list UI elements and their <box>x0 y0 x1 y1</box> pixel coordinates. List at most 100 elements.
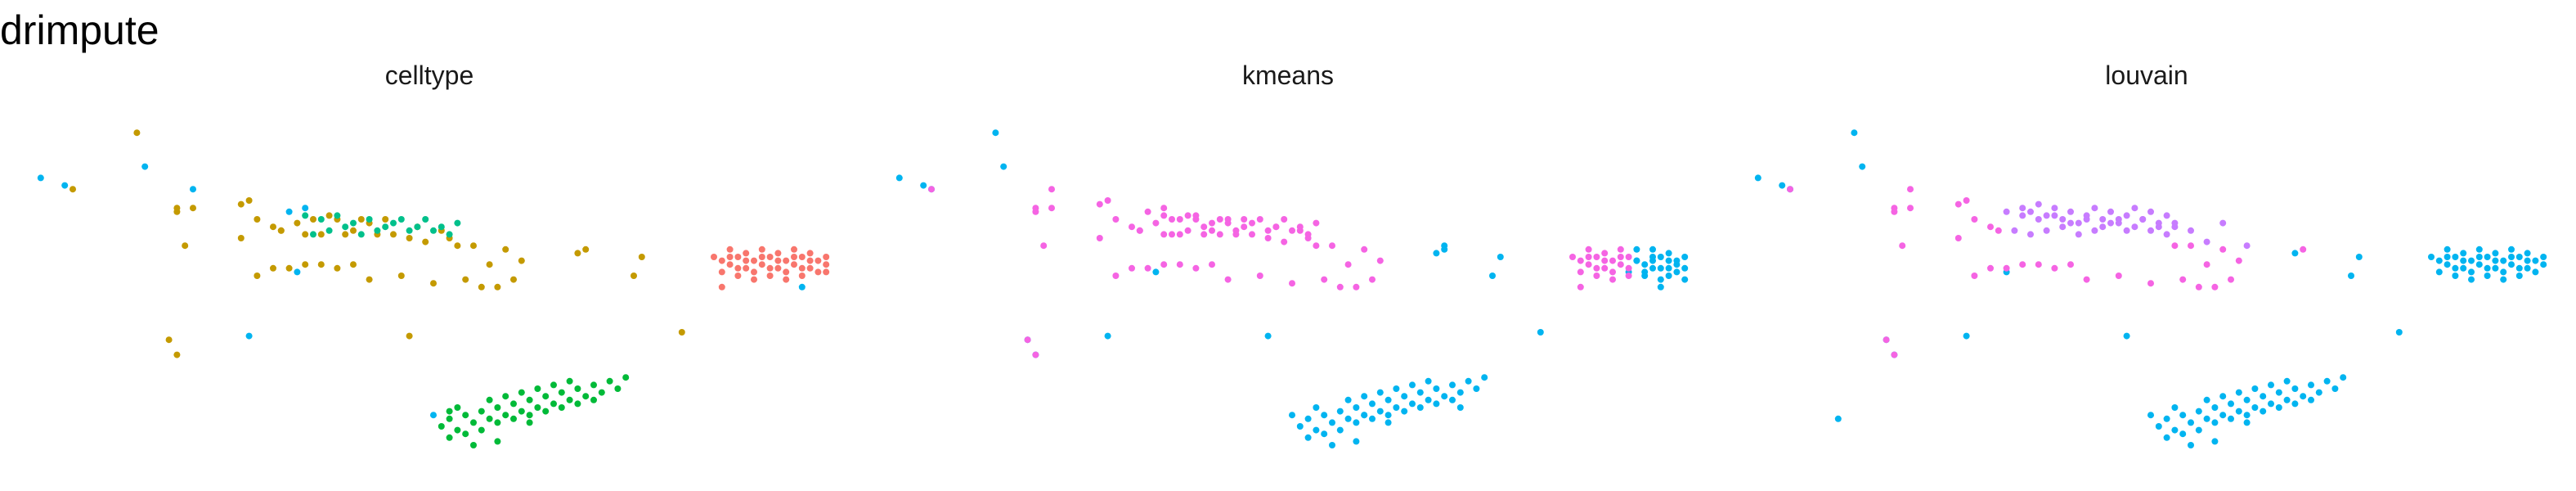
scatter-point <box>510 400 517 408</box>
scatter-point <box>470 419 477 426</box>
scatter-point <box>2235 257 2242 264</box>
scatter-point <box>1681 276 1689 283</box>
scatter-point <box>1834 415 1842 422</box>
scatter-point <box>2067 261 2074 268</box>
scatter-point <box>1216 216 1223 223</box>
scatter-point <box>1441 393 1448 400</box>
scatter-point <box>1112 273 1120 279</box>
scatter-point <box>550 400 557 408</box>
scatter-point <box>1401 393 1408 400</box>
scatter-point <box>1754 174 1761 182</box>
scatter-point <box>2508 254 2515 260</box>
scatter-point <box>1851 129 1858 137</box>
scatter-point <box>1473 385 1480 392</box>
scatter-point <box>2163 212 2170 219</box>
scatter-point <box>823 261 830 268</box>
scatter-point <box>2243 242 2251 250</box>
scatter-point <box>2179 430 2187 438</box>
scatter-point <box>494 283 501 291</box>
scatter-point <box>566 396 573 403</box>
scatter-point <box>2444 254 2451 260</box>
scatter-point <box>2171 404 2179 411</box>
scatter-point <box>2243 396 2251 403</box>
scatter-point <box>1433 400 1440 408</box>
scatter-point <box>1393 404 1400 411</box>
scatter-point <box>2331 385 2339 392</box>
scatter-point <box>1481 374 1488 381</box>
scatter-point <box>1112 216 1120 223</box>
scatter-point <box>1209 219 1215 227</box>
scatter-point <box>1665 264 1672 272</box>
scatter-point <box>2452 254 2459 260</box>
scatter-point <box>1176 231 1183 238</box>
scatter-point <box>734 254 742 260</box>
scatter-point <box>1569 254 1576 260</box>
scatter-point <box>302 261 309 268</box>
scatter-point <box>526 412 533 419</box>
scatter-point <box>1593 273 1600 279</box>
scatter-point <box>2203 415 2210 422</box>
scatter-point <box>1032 208 1039 215</box>
scatter-point <box>783 276 790 283</box>
scatter-point <box>783 268 790 276</box>
scatter-point <box>1617 261 1624 268</box>
scatter-point <box>2291 400 2299 408</box>
scatter-point <box>173 351 181 358</box>
scatter-point <box>1971 216 1978 223</box>
scatter-point <box>1024 336 1031 344</box>
scatter-point <box>438 223 445 231</box>
scatter-point <box>758 254 765 260</box>
scatter-point <box>558 404 565 411</box>
scatter-point <box>1963 197 1970 204</box>
scatter-point <box>2283 396 2291 403</box>
scatter-point <box>1256 273 1263 279</box>
scatter-point <box>558 389 565 396</box>
scatter-point <box>574 400 581 408</box>
scatter-point <box>294 268 301 276</box>
scatter-point <box>334 264 341 272</box>
scatter-point <box>1129 264 1135 272</box>
scatter-point <box>2460 250 2467 257</box>
scatter-point <box>382 223 389 231</box>
scatter-point <box>462 276 469 283</box>
scatter-point <box>2300 246 2307 253</box>
scatter-point <box>1192 264 1200 272</box>
scatter-point <box>2243 412 2251 419</box>
scatter-point <box>2131 205 2138 212</box>
scatter-point <box>285 264 293 272</box>
scatter-point <box>1249 219 1255 227</box>
scatter-point <box>1369 415 1376 422</box>
scatter-point <box>342 223 349 231</box>
scatter-point <box>2099 223 2107 231</box>
scatter-point <box>357 216 365 223</box>
scatter-point <box>2091 227 2098 234</box>
scatter-point <box>2107 208 2114 215</box>
scatter-point <box>2027 208 2034 215</box>
scatter-point <box>470 442 477 448</box>
scatter-point <box>1353 419 1360 426</box>
scatter-point <box>743 250 750 257</box>
scatter-point <box>815 257 822 264</box>
scatter-point <box>1313 404 1320 411</box>
scatter-point <box>734 273 742 279</box>
scatter-point <box>2283 377 2291 385</box>
scatter-point <box>1433 385 1440 392</box>
scatter-point <box>751 257 757 264</box>
scatter-point <box>1344 261 1352 268</box>
scatter-point <box>1907 186 1914 193</box>
scatter-point <box>1361 246 1368 253</box>
scatter-point <box>342 231 349 238</box>
scatter-point <box>1376 257 1384 264</box>
scatter-point <box>2235 408 2242 415</box>
scatter-point <box>2035 200 2042 208</box>
scatter-point <box>2211 438 2219 445</box>
scatter-point <box>774 264 782 272</box>
scatter-point <box>806 264 814 272</box>
scatter-point <box>1649 246 1656 253</box>
scatter-point <box>1593 254 1600 260</box>
scatter-point <box>2475 254 2483 260</box>
scatter-point <box>806 250 814 257</box>
panel-celltype: celltype <box>0 49 859 491</box>
scatter-point <box>406 227 413 234</box>
scatter-point <box>2500 257 2507 264</box>
